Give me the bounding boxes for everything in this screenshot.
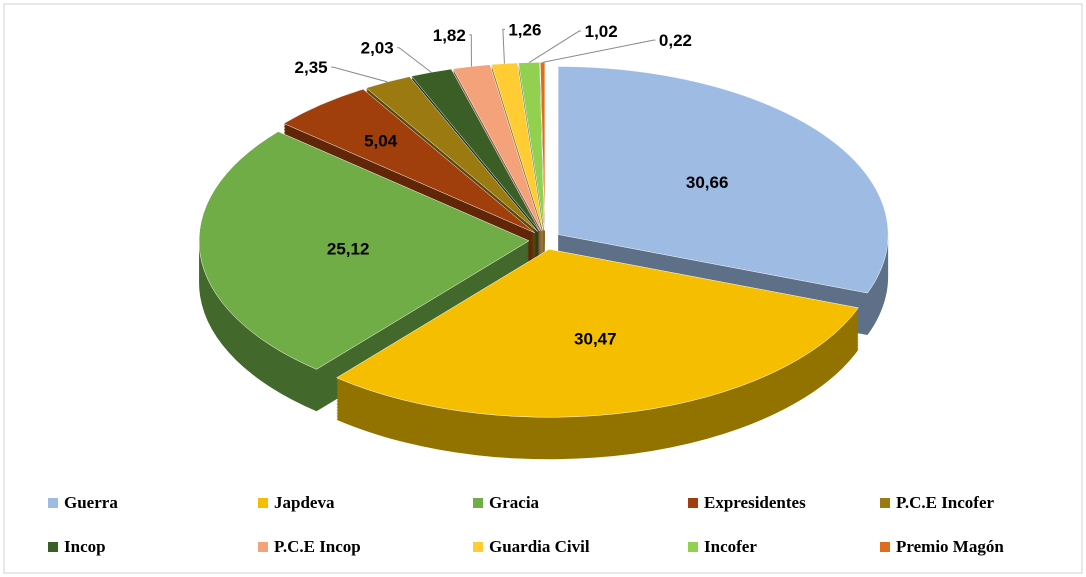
legend-swatch bbox=[473, 542, 483, 552]
data-label: 30,47 bbox=[574, 330, 617, 349]
leader-line bbox=[528, 30, 582, 64]
slice bbox=[518, 62, 545, 231]
legend-label: Expresidentes bbox=[704, 493, 806, 512]
data-label: 0,22 bbox=[659, 31, 692, 50]
data-label: 30,66 bbox=[686, 173, 729, 192]
leader-line bbox=[502, 28, 505, 64]
data-label: 2,35 bbox=[295, 58, 328, 77]
slice bbox=[283, 88, 535, 233]
legend-label: Japdeva bbox=[274, 493, 335, 512]
legend-label: Guardia Civil bbox=[489, 537, 590, 556]
legend-swatch bbox=[880, 498, 890, 508]
legend-label: Gracia bbox=[489, 493, 540, 512]
legend-swatch bbox=[258, 542, 268, 552]
leader-line bbox=[331, 66, 388, 83]
legend-swatch bbox=[688, 498, 698, 508]
data-label: 1,26 bbox=[508, 20, 541, 39]
legend-swatch bbox=[880, 542, 890, 552]
slice bbox=[557, 66, 889, 294]
data-label: 1,82 bbox=[433, 26, 466, 45]
leader-line bbox=[542, 39, 656, 63]
legend-label: Premio Magón bbox=[896, 537, 1004, 556]
data-label: 2,03 bbox=[361, 39, 394, 58]
legend-label: Incofer bbox=[704, 537, 757, 556]
legend-label: P.C.E Incofer bbox=[896, 493, 995, 512]
slice bbox=[198, 131, 530, 370]
legend-swatch bbox=[258, 498, 268, 508]
slice bbox=[491, 62, 544, 231]
leader-line bbox=[397, 47, 432, 73]
legend-label: P.C.E Incop bbox=[274, 537, 361, 556]
legend-label: Incop bbox=[64, 537, 106, 556]
data-label: 5,04 bbox=[364, 132, 398, 151]
slice bbox=[336, 249, 859, 418]
legend-swatch bbox=[48, 498, 58, 508]
legend-swatch bbox=[688, 542, 698, 552]
data-label: 25,12 bbox=[327, 239, 370, 258]
slice bbox=[452, 64, 542, 231]
legend-swatch bbox=[48, 542, 58, 552]
data-label: 1,02 bbox=[585, 22, 618, 41]
legend-swatch bbox=[473, 498, 483, 508]
leader-line bbox=[469, 34, 472, 67]
legend-label: Guerra bbox=[64, 493, 118, 512]
